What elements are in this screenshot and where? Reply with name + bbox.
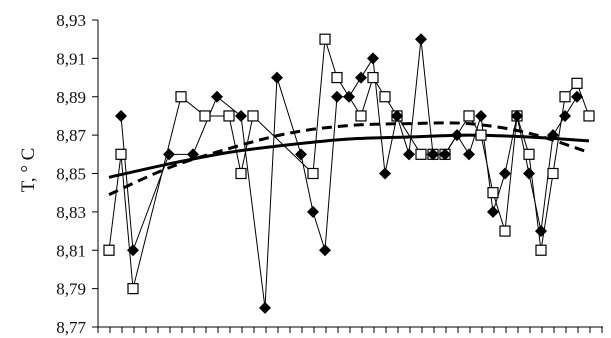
dashed-trend-line [108,121,590,196]
diamond-marker [235,109,247,122]
solid-trend-line [108,133,590,179]
diamond-marker [367,52,379,65]
diamond-marker [187,148,199,161]
square-marker [355,110,367,122]
square-marker [103,244,115,256]
diamond-marker [163,148,175,161]
square-marker [475,129,487,141]
y-tick-label: 8,93 [56,11,86,30]
square-marker [415,148,427,160]
square-marker [583,110,595,122]
diamond-marker [379,167,391,180]
square-marker [319,33,331,45]
diamond-series-line [120,39,578,308]
diamond-marker [463,148,475,161]
diamond-marker [475,109,487,122]
square-marker [127,283,139,295]
diamond-marker [571,90,583,103]
diamond-marker [295,148,307,161]
y-tick-label: 8,87 [56,126,86,145]
y-axis-title: T, ° C [18,148,39,193]
square-marker [367,71,379,84]
diamond-marker [439,148,451,161]
y-tick-label: 8,81 [56,241,86,260]
square-marker [247,110,259,122]
square-marker [547,167,559,180]
y-tick-label: 8,89 [56,88,86,107]
diamond-marker [559,109,571,122]
square-marker [199,110,211,122]
y-tick-label: 8,85 [56,165,86,184]
diamond-marker [415,33,427,46]
diamond-marker [511,109,523,122]
y-tick-label: 8,91 [56,49,86,68]
diamond-marker [343,90,355,103]
diamond-marker [127,244,139,257]
square-marker [307,167,319,180]
square-marker [559,91,571,103]
square-marker [115,148,127,160]
diamond-marker [271,71,283,84]
diamond-marker [259,301,271,314]
diamond-marker [427,148,439,161]
square-marker [523,148,535,160]
square-marker [499,225,511,237]
diamond-marker [355,71,367,84]
square-marker [235,167,247,180]
diamond-marker [535,225,547,238]
diamond-marker [499,167,511,180]
diamond-marker [451,129,463,142]
diamond-marker [487,205,499,218]
diamond-marker [211,90,223,103]
diamond-marker [523,167,535,180]
square-marker [223,110,235,122]
square-marker [175,91,187,103]
square-series-line [108,39,590,289]
y-tick-label: 8,83 [56,203,86,222]
square-marker [535,244,547,256]
y-tick-label: 8,77 [56,318,86,337]
diamond-marker [115,109,127,122]
square-marker [487,187,499,199]
diamond-marker [403,148,415,161]
y-tick-label: 8,79 [56,280,86,299]
square-marker [331,71,343,84]
diamond-marker [391,109,403,122]
diamond-marker [307,205,319,218]
square-marker [379,91,391,103]
diamond-marker [547,129,559,142]
diamond-marker [319,244,331,257]
square-marker [571,77,583,89]
square-marker [463,110,475,122]
diamond-marker [331,90,343,103]
